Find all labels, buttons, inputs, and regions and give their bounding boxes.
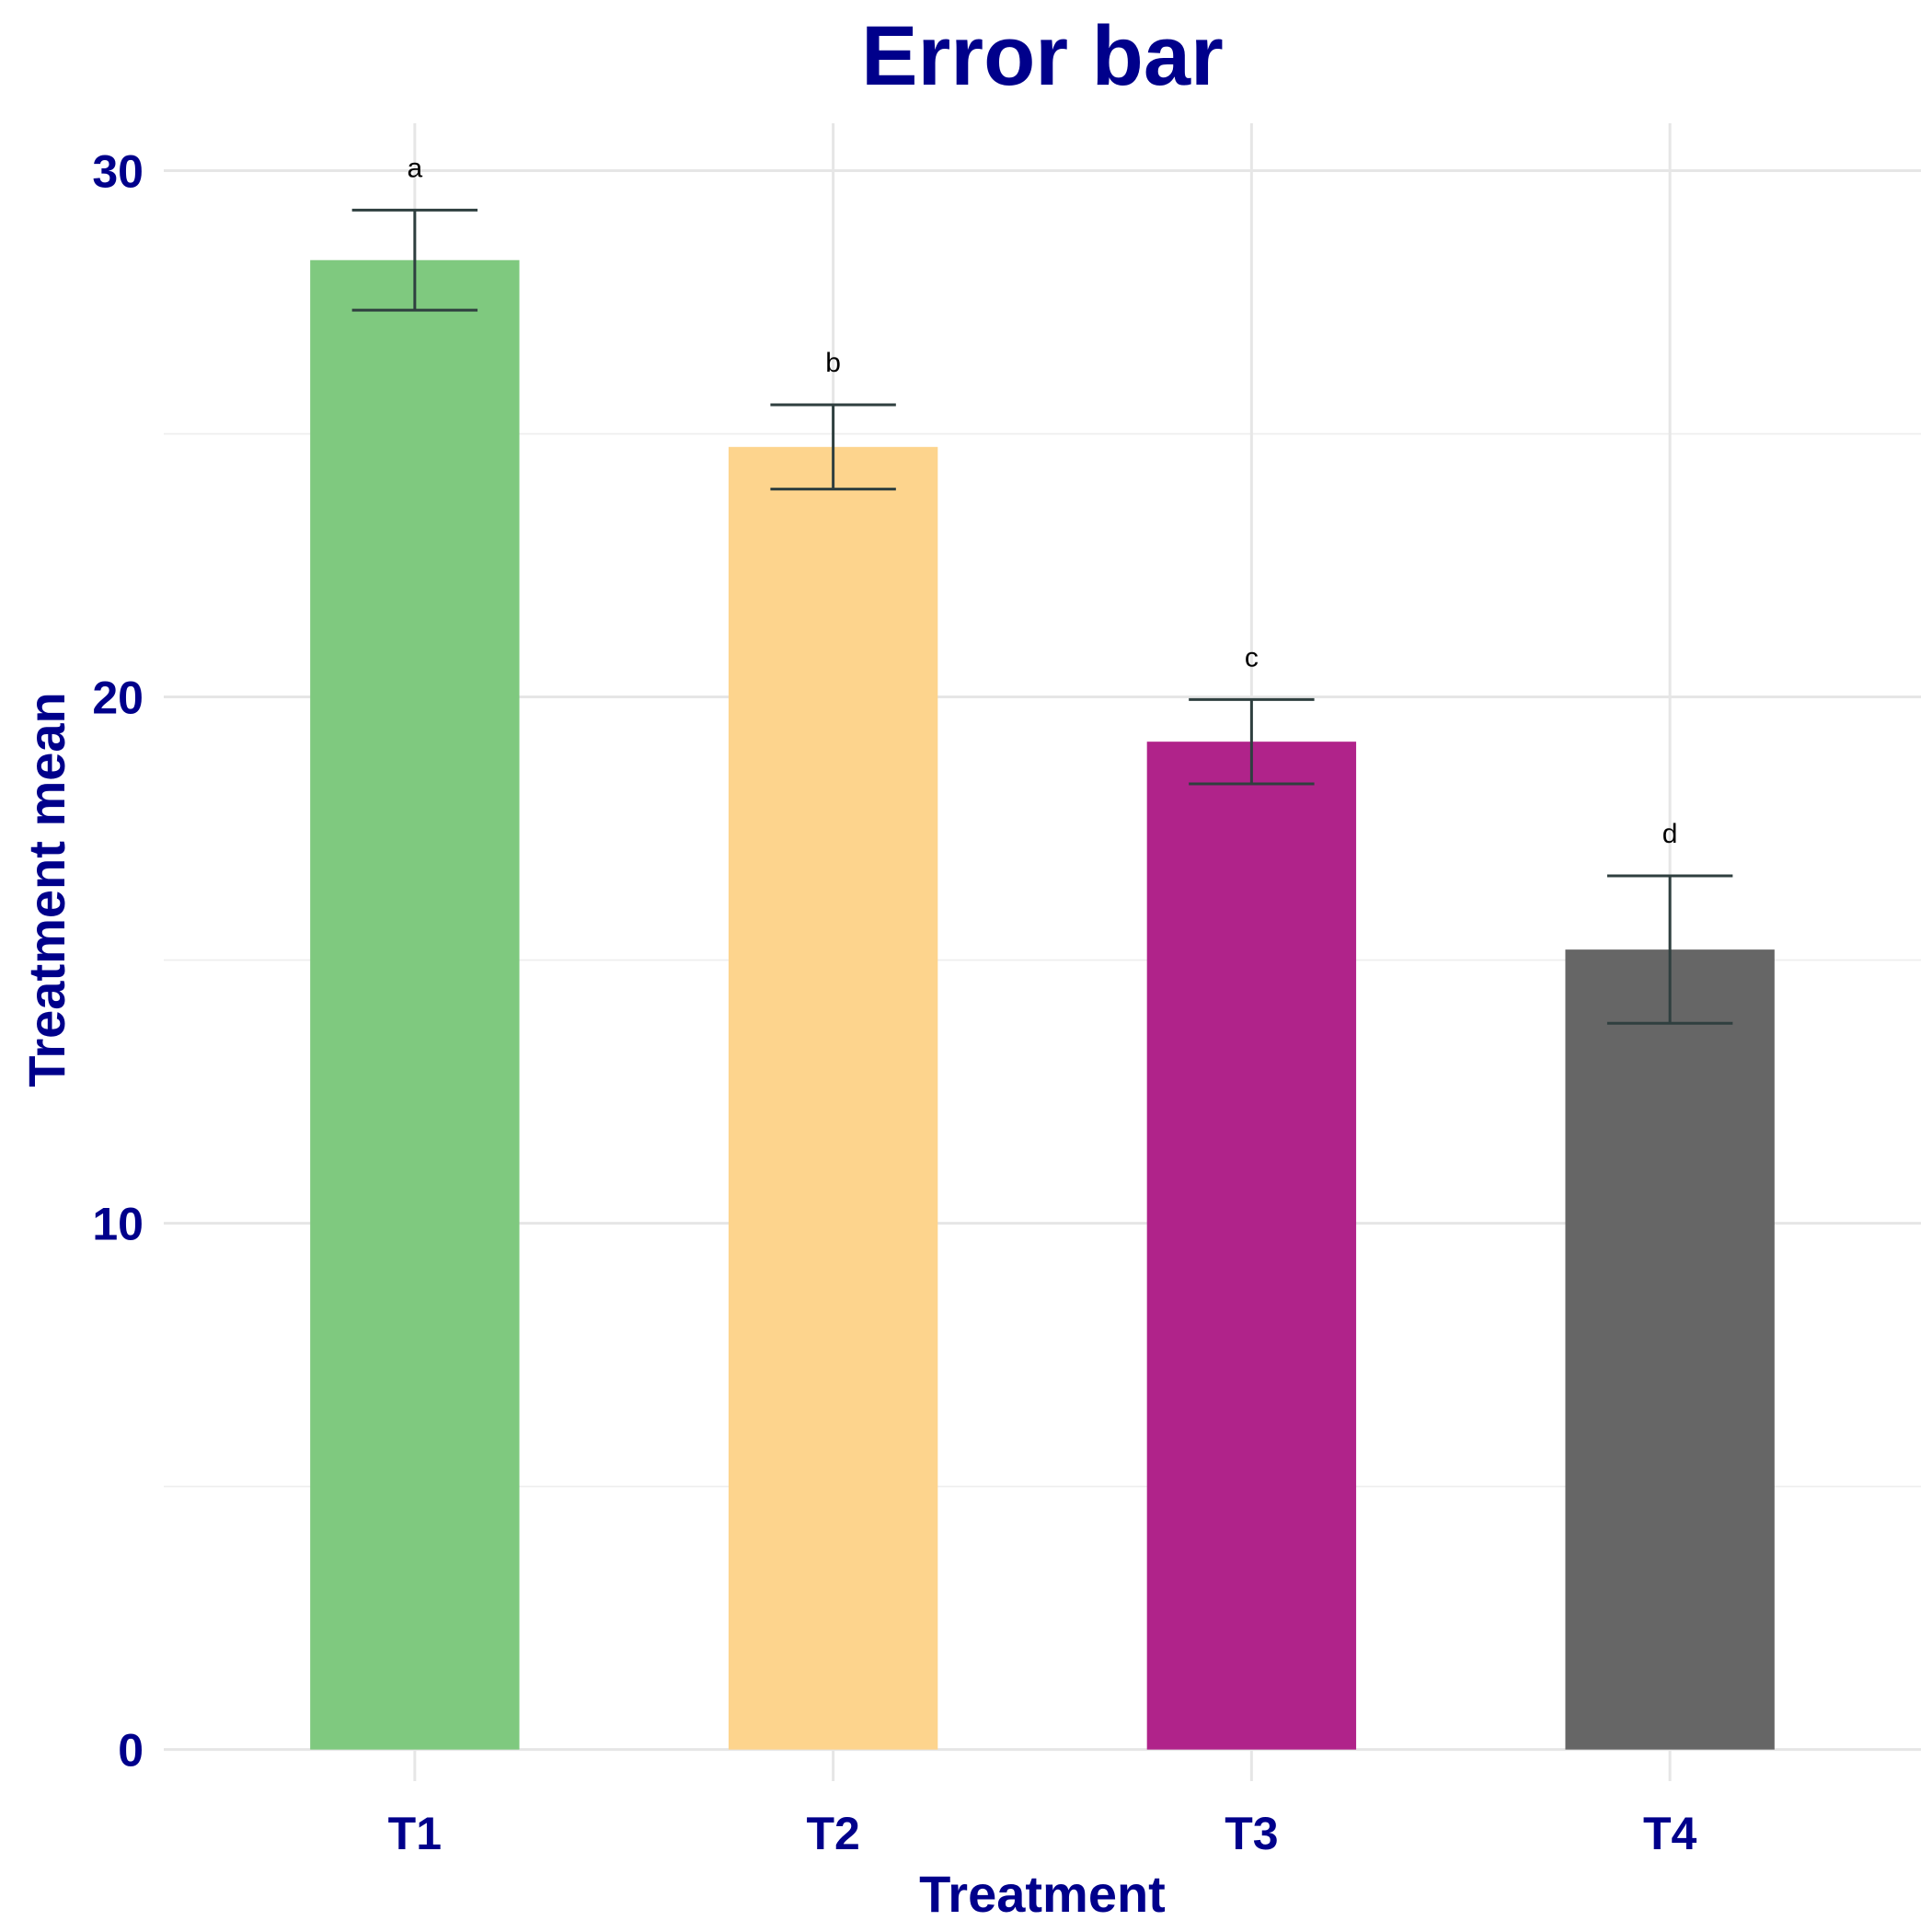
x-axis-ticks: T1 T2 T3 T4 — [388, 1808, 1697, 1859]
bar-t4 — [1565, 949, 1775, 1750]
y-tick-label: 0 — [118, 1725, 144, 1777]
bar-t2 — [728, 446, 938, 1750]
bar-t1 — [310, 259, 520, 1750]
group-labels: a b c d — [408, 153, 1678, 849]
y-tick-label: 20 — [92, 673, 144, 724]
error-bar-t2 — [770, 403, 896, 491]
group-label-t3: c — [1245, 642, 1259, 673]
x-tick-label-t2: T2 — [806, 1808, 859, 1859]
chart-title: Error bar — [861, 9, 1224, 103]
error-bar-t1 — [351, 208, 478, 312]
error-bar-t4 — [1606, 874, 1733, 1025]
x-tick-label-t1: T1 — [388, 1808, 442, 1859]
group-label-t1: a — [408, 153, 423, 183]
error-bars — [351, 208, 1733, 1025]
bar-t3 — [1146, 742, 1357, 1750]
x-tick-label-t4: T4 — [1643, 1808, 1697, 1859]
x-axis-title: Treatment — [919, 1865, 1166, 1923]
bars — [310, 259, 1775, 1750]
group-label-t4: d — [1662, 819, 1678, 849]
y-axis-ticks: 0 10 20 30 — [92, 145, 144, 1776]
y-tick-label: 30 — [92, 145, 144, 197]
group-label-t2: b — [825, 348, 841, 378]
error-bar-t3 — [1189, 697, 1315, 786]
y-axis-title: Treatment mean — [17, 692, 75, 1087]
y-tick-label: 10 — [92, 1199, 144, 1250]
x-tick-label-t3: T3 — [1225, 1808, 1278, 1859]
